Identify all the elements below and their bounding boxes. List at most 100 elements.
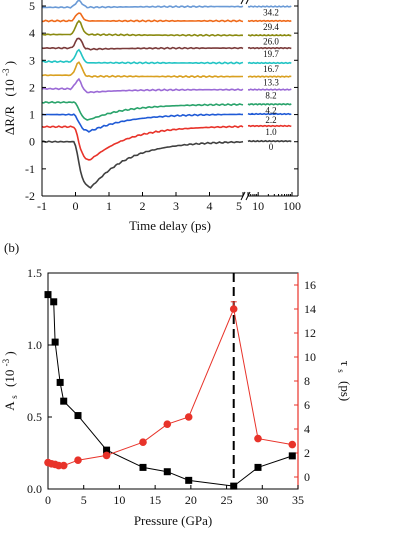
b-right-tick-label: 0	[304, 470, 310, 484]
b-tick-labels: 0 5 10 15 20 25 30 35 0.0 0.5 1.0 1.5 0 2 4 6 8 10 12 14 16	[27, 266, 316, 507]
b-point-tau_s	[254, 434, 262, 443]
b-point-tau_s	[102, 451, 111, 460]
b-point-A_s	[254, 463, 262, 471]
b-point-tau_s	[139, 438, 147, 447]
a-y-title-close: )	[2, 61, 17, 65]
a-series-tail-8.2	[247, 88, 292, 91]
a-series-tail-2.2	[247, 112, 292, 116]
b-point-tau_s	[288, 440, 297, 449]
b-point-tau_s	[74, 456, 82, 465]
b-series-line-tau_s	[47, 307, 293, 467]
b-point-A_s	[139, 463, 147, 471]
a-series-tail-0	[247, 139, 292, 143]
b-left-axis-title: A s (10 -3 )	[0, 351, 20, 410]
a-x-axis-title: Time delay (ps)	[129, 218, 211, 233]
b-left-title-close: )	[2, 351, 17, 355]
b-left-title-unit: (10	[2, 370, 17, 387]
a-curve-label-34.2: 34.2	[263, 8, 279, 18]
b-right-tick-label: 8	[304, 374, 310, 388]
a-curves	[41, 0, 292, 189]
a-y-axis-title: ΔR/R (10 -3 )	[0, 61, 17, 135]
a-x-tick-label: 5	[236, 199, 242, 213]
b-plot-frame	[47, 272, 299, 490]
b-point-A_s	[50, 298, 58, 306]
b-series	[44, 291, 297, 490]
a-series-tail-34.2	[247, 5, 292, 8]
a-x-tick-label-log: 10	[252, 199, 264, 213]
b-point-A_s	[163, 468, 171, 476]
a-curve-label-1.0: 1.0	[265, 127, 277, 137]
b-x-tick-label: 35	[292, 493, 304, 507]
a-y-title-main: ΔR/R	[2, 105, 17, 135]
b-x-tick-label: 5	[81, 493, 87, 507]
a-series-tail-26.0	[247, 34, 292, 37]
b-point-A_s	[56, 378, 64, 386]
a-series-tail-13.3	[247, 75, 292, 78]
a-y-tick-label: 2	[29, 80, 35, 94]
a-curve-label-19.7: 19.7	[263, 49, 279, 59]
a-y-tick-label: 4	[29, 26, 35, 40]
a-y-tick-label: -2	[25, 189, 35, 203]
b-point-A_s	[185, 476, 193, 484]
a-axis-break	[245, 0, 249, 5]
a-x-tick-label: 3	[173, 199, 179, 213]
b-right-axis-title: τ s (ps)	[335, 361, 353, 401]
b-x-axis-title: Pressure (GPa)	[134, 513, 212, 528]
b-point-tau_s	[229, 305, 238, 313]
a-x-tick-label-log: 100	[283, 199, 301, 213]
b-right-title-unit: (ps)	[338, 381, 353, 401]
b-point-tau_s	[163, 420, 172, 429]
a-series-line-1.0	[41, 125, 244, 161]
b-left-title-main: A	[2, 401, 17, 411]
a-y-tick-label: -1	[25, 162, 35, 176]
b-right-tick-label: 14	[304, 302, 316, 316]
a-curve-label-2.2: 2.2	[265, 115, 276, 125]
a-series-tail-19.7	[247, 46, 292, 50]
b-x-tick-label: 30	[256, 493, 268, 507]
a-x-tick-label: 2	[140, 199, 146, 213]
b-right-tick-label: 16	[304, 278, 316, 292]
a-x-tick-label: 0	[73, 199, 79, 213]
a-y-title-exp: -3	[1, 68, 11, 76]
b-x-tick-label: 20	[185, 493, 197, 507]
a-y-tick-label: 5	[29, 0, 35, 13]
a-series-line-19.7	[41, 37, 244, 51]
a-y-title-unit: (10	[2, 79, 17, 96]
a-series-line-0	[41, 140, 244, 189]
a-x-tick-label: 1	[106, 199, 112, 213]
a-series-tail-4.2	[247, 103, 292, 106]
a-series-line-8.2	[41, 77, 244, 94]
b-left-tick-label: 0.5	[27, 410, 42, 424]
a-curve-label-16.7: 16.7	[263, 64, 279, 74]
b-right-tick-label: 4	[304, 422, 310, 436]
b-point-tau_s	[184, 413, 193, 421]
b-x-tick-label: 25	[221, 493, 233, 507]
b-series-line-A_s	[47, 294, 293, 487]
b-left-tick-label: 1.0	[27, 338, 42, 352]
a-curve-label-29.4: 29.4	[263, 22, 279, 32]
b-left-tick-label: 1.5	[27, 266, 42, 280]
b-right-tick-label: 12	[304, 326, 316, 340]
a-series-line-34.2	[41, 0, 244, 9]
b-point-A_s	[51, 338, 59, 346]
b-point-A_s	[60, 397, 68, 405]
a-y-tick-label: 3	[29, 53, 35, 67]
a-series-line-2.2	[41, 113, 244, 133]
a-series-line-16.7	[41, 48, 244, 65]
b-right-tick-label: 10	[304, 350, 316, 364]
b-x-tick-label: 0	[45, 493, 51, 507]
a-series-tail-29.4	[247, 19, 292, 23]
panel-b-label: (b)	[4, 240, 19, 255]
a-curve-label-4.2: 4.2	[265, 105, 276, 115]
b-left-title-sub: s	[9, 395, 19, 399]
b-point-tau_s	[59, 461, 68, 470]
a-axes	[41, 0, 299, 201]
b-right-title-sub: s	[336, 369, 346, 373]
a-curve-label-26.0: 26.0	[263, 36, 279, 46]
a-curve-labels: 0 1.0 2.24.2 8.2 13.3 16.7 19.7 26.0 29.4 34.2	[263, 8, 279, 153]
a-y-tick-label: 1	[29, 108, 35, 122]
a-series-line-13.3	[41, 61, 243, 79]
b-axes	[47, 272, 299, 490]
